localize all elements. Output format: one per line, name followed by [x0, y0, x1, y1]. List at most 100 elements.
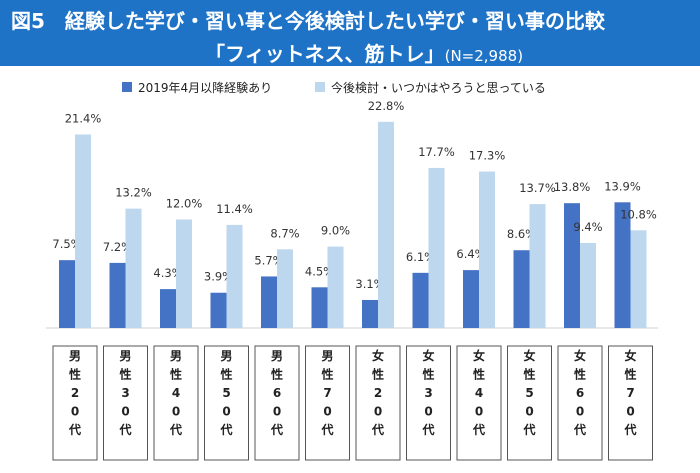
bar-s2-12 [630, 230, 647, 328]
category-char: 代 [270, 422, 283, 437]
category-char: 2 [374, 386, 382, 400]
bar-s1-8 [412, 272, 429, 328]
category-char: 性 [472, 367, 485, 382]
data-label-s1-8: 6.1% [406, 250, 435, 264]
category-box-3 [153, 345, 199, 461]
bar-s1-4 [210, 292, 227, 328]
bar-s2-4 [226, 224, 243, 328]
bar-s2-11 [580, 242, 596, 328]
category-char: 代 [472, 422, 485, 437]
category-box-5 [254, 345, 300, 461]
bar-s2-1 [75, 134, 91, 328]
sample-size: (N=2,988) [444, 47, 524, 65]
category-char: 代 [169, 422, 182, 437]
data-label-s2-2: 13.2% [115, 186, 152, 200]
category-box-1 [52, 345, 98, 461]
data-label-s1-7: 3.1% [355, 277, 384, 291]
category-char: 代 [522, 422, 535, 437]
category-char: 0 [273, 405, 281, 419]
category-label-8: 女性 3 0 代 [421, 348, 434, 437]
category-char: 0 [222, 405, 230, 419]
category-box-12 [608, 345, 653, 461]
category-box-8 [406, 345, 451, 461]
category-label-10: 女性 5 0 代 [522, 348, 535, 437]
category-char: 0 [121, 405, 129, 419]
data-label-s1-12: 13.9% [604, 179, 641, 193]
category-char: 代 [68, 422, 81, 437]
bar-s2-2 [125, 208, 142, 328]
category-label-3: 男性 4 0 代 [169, 349, 182, 437]
category-char: 3 [121, 386, 129, 400]
bar-s1-6 [311, 287, 328, 328]
category-char: 5 [222, 386, 230, 400]
category-label-9: 女性 4 0 代 [472, 348, 485, 437]
category-char: 4 [475, 386, 483, 400]
category-char: 男 [69, 349, 81, 363]
category-label-2: 男性 3 0 代 [118, 349, 131, 437]
category-char: 0 [626, 405, 634, 419]
category-label-12: 女性 7 0 代 [623, 348, 636, 437]
category-box-6 [305, 345, 350, 461]
data-label-s2-11: 9.4% [573, 220, 602, 234]
data-label-s1-11: 13.8% [554, 180, 591, 194]
category-char: 性 [522, 367, 535, 382]
category-char: 0 [323, 405, 331, 419]
category-char: 6 [576, 386, 584, 400]
category-char: 性 [421, 367, 434, 382]
category-char: 女 [473, 348, 485, 363]
legend-label-2: 今後検討・いつかはやろうと思っている [331, 80, 546, 95]
category-char: 性 [320, 367, 333, 382]
category-char: 代 [623, 422, 636, 437]
figure-subtitle: 「フィットネス、筋トレ」(N=2,988) [205, 38, 523, 67]
category-label-11: 女性 6 0 代 [573, 348, 586, 437]
data-label-s2-1: 21.4% [65, 111, 102, 125]
bar-s1-10 [513, 250, 530, 328]
data-label-s2-5: 8.7% [270, 226, 299, 240]
category-char: 5 [525, 386, 533, 400]
legend-label-1: 2019年4月以降経験あり [138, 80, 272, 95]
category-char: 代 [421, 422, 434, 437]
category-char: 女 [574, 348, 586, 363]
data-label-s1-10: 8.6% [507, 227, 536, 241]
data-label-s1-1: 7.5% [52, 237, 81, 251]
bar-s1-1 [59, 260, 75, 328]
bar-s2-8 [428, 167, 445, 328]
subtitle-topic: 「フィットネス、筋トレ」 [205, 42, 445, 66]
bar-s2-3 [176, 219, 192, 328]
category-char: 0 [525, 405, 533, 419]
data-label-s2-9: 17.3% [469, 149, 506, 163]
category-char: 女 [422, 348, 434, 363]
category-label-5: 男性 6 0 代 [270, 349, 283, 437]
bar-s2-5 [277, 249, 293, 328]
category-label-1: 男性 2 0 代 [68, 349, 81, 437]
bar-s2-7 [378, 121, 394, 329]
category-char: 女 [372, 348, 384, 363]
category-label-4: 男性 5 0 代 [219, 349, 232, 437]
category-box-7 [355, 345, 401, 461]
category-char: 0 [424, 405, 432, 419]
data-label-s1-3: 4.3% [153, 266, 182, 280]
figure-title: 図5 経験した学び・習い事と今後検討したい学び・習い事の比較 [11, 9, 605, 33]
category-char: 男 [271, 349, 283, 363]
category-char: 性 [573, 367, 586, 382]
bar-s1-2 [109, 262, 126, 328]
bar-s2-6 [327, 246, 344, 328]
category-char: 代 [320, 422, 333, 437]
category-char: 女 [624, 348, 636, 363]
category-char: 代 [371, 422, 384, 437]
category-box-11 [557, 345, 603, 461]
category-char: 2 [71, 386, 79, 400]
data-label-s1-2: 7.2% [103, 240, 132, 254]
category-char: 女 [523, 348, 535, 363]
category-char: 性 [169, 367, 182, 382]
category-char: 性 [623, 367, 636, 382]
data-label-s2-7: 22.8% [368, 99, 405, 113]
category-char: 性 [219, 367, 232, 382]
category-char: 4 [172, 386, 180, 400]
category-char: 性 [371, 367, 384, 382]
bar-s1-7 [362, 299, 378, 328]
bar-s2-10 [529, 204, 546, 328]
data-label-s1-9: 6.4% [456, 247, 485, 261]
category-char: 男 [220, 349, 232, 363]
bar-s1-3 [160, 289, 176, 328]
